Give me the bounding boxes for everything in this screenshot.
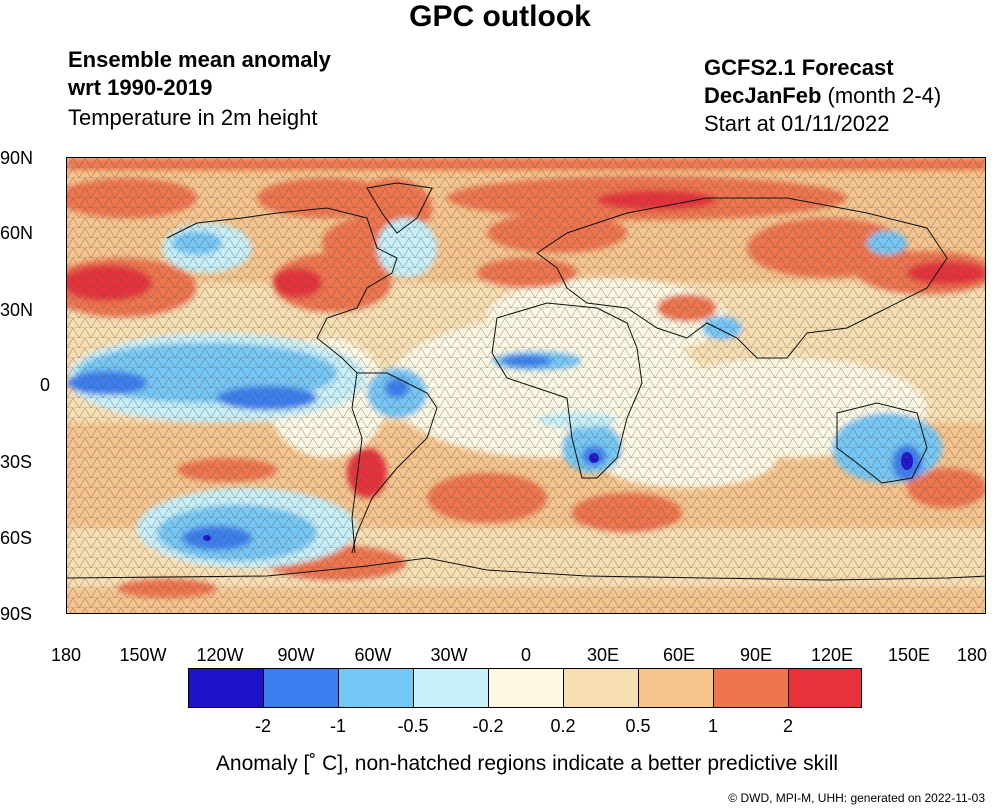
lon-label-30e: 30E: [586, 645, 620, 665]
lat-label-eq: 0: [40, 375, 51, 395]
colorbar-tick-2: -1: [329, 716, 347, 736]
colorbar-swatch-9: [788, 668, 862, 708]
right-header-start: Start at 01/11/2022: [704, 111, 890, 136]
lon-label-90e: 90E: [739, 645, 773, 665]
lon-label-60e: 60E: [662, 645, 696, 665]
units-label: Anomaly [˚ C], non-hatched regions indic…: [215, 752, 839, 775]
skill-hatching: [67, 158, 985, 613]
anomaly-map-svg: [67, 158, 985, 613]
season-name: DecJanFeb: [704, 83, 822, 108]
colorbar-swatch-4: [413, 668, 489, 708]
colorbar-swatch-3: [338, 668, 414, 708]
colorbar-swatch-8: [713, 668, 789, 708]
anomaly-map: [66, 157, 986, 614]
lon-label-150w: 150W: [119, 645, 167, 665]
colorbar-swatch-2: [263, 668, 339, 708]
page-title: GPC outlook: [409, 0, 591, 33]
colorbar-swatch-5: [488, 668, 564, 708]
left-header-line2: wrt 1990-2019: [68, 75, 213, 100]
colorbar-swatch-7: [638, 668, 714, 708]
colorbar-tick-3: -0.5: [397, 716, 429, 736]
lat-label-60n: 60N: [0, 223, 34, 243]
lon-label-30w: 30W: [430, 645, 468, 665]
lon-label-60w: 60W: [354, 645, 392, 665]
left-header-line3: Temperature in 2m height: [68, 105, 318, 130]
lon-label-120e: 120E: [810, 645, 854, 665]
lon-label-180w: 180: [50, 645, 82, 665]
colorbar-tick-6: 0.5: [625, 716, 651, 736]
right-header-season-line: DecJanFeb (month 2-4): [704, 82, 941, 110]
lat-label-30n: 30N: [0, 300, 34, 320]
colorbar-tick-7: 1: [707, 716, 719, 736]
coastlines: [67, 182, 985, 581]
lon-label-150e: 150E: [887, 645, 931, 665]
season-months: (month 2-4): [827, 83, 942, 108]
colorbar-swatch-6: [563, 668, 639, 708]
colorbar-tick-8: 2: [782, 716, 794, 736]
colorbar-tick-5: 0.2: [550, 716, 576, 736]
lon-label-0: 0: [520, 645, 532, 665]
lat-label-90s: 90S: [0, 604, 33, 624]
credit-line: © DWD, MPI-M, UHH: generated on 2022-11-…: [728, 791, 985, 805]
colorbar-tick-1: -2: [254, 716, 272, 736]
lat-label-60s: 60S: [0, 528, 33, 548]
lat-label-30s: 30S: [0, 452, 33, 472]
lat-label-90n: 90N: [0, 148, 34, 168]
colorbar-swatch-1: [188, 668, 264, 708]
lon-label-90w: 90W: [277, 645, 315, 665]
right-header-model: GCFS2.1 Forecast: [704, 55, 894, 80]
lon-label-120w: 120W: [196, 645, 244, 665]
lon-label-180e: 180: [956, 645, 988, 665]
colorbar-tick-4: -0.2: [472, 716, 504, 736]
left-header-line1: Ensemble mean anomaly: [68, 47, 331, 72]
